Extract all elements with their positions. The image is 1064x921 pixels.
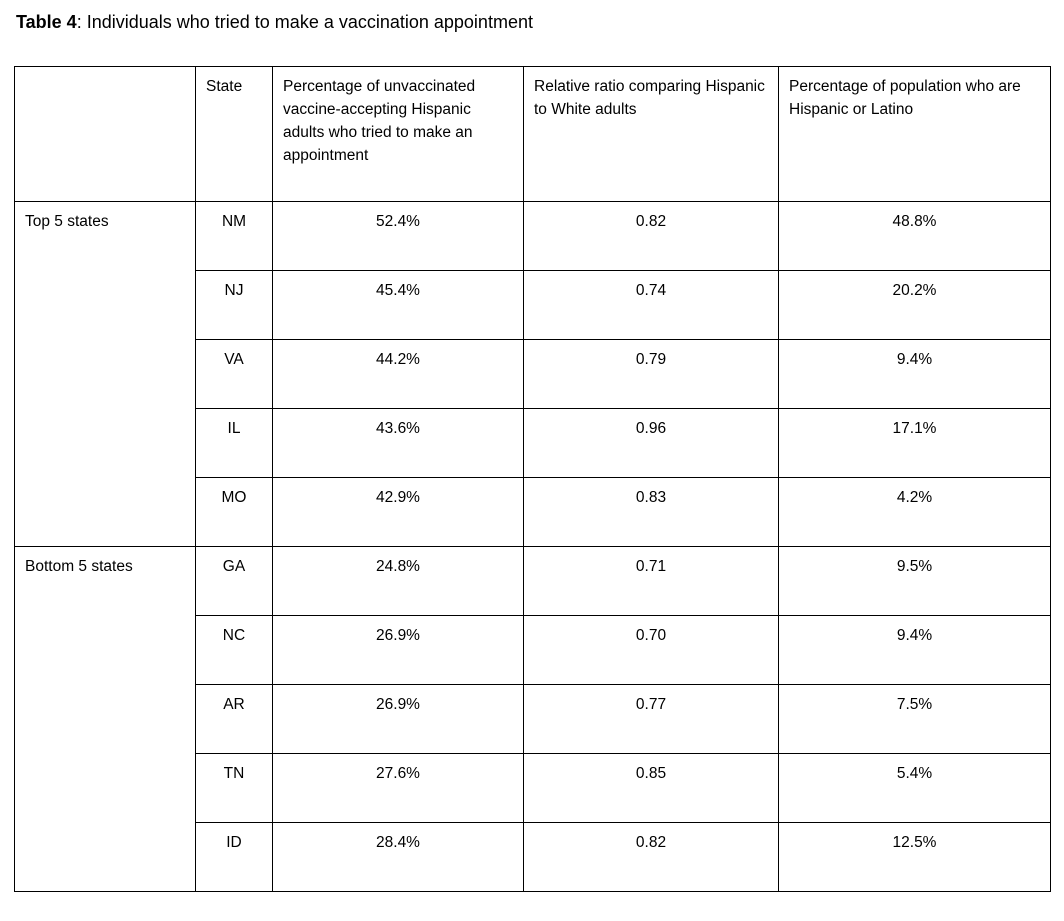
header-pct-hispanic-population: Percentage of population who are Hispani… (778, 66, 1051, 202)
pct-population-cell: 12.5% (778, 822, 1051, 892)
pct-population-cell: 9.4% (778, 339, 1051, 409)
header-relative-ratio: Relative ratio comparing Hispanic to Whi… (523, 66, 779, 202)
table-row: AR 26.9% 0.77 7.5% (15, 684, 1051, 754)
ratio-cell: 0.71 (523, 546, 779, 616)
table-caption: Table 4: Individuals who tried to make a… (16, 10, 533, 34)
state-cell: IL (195, 408, 273, 478)
table-row: TN 27.6% 0.85 5.4% (15, 753, 1051, 823)
ratio-cell: 0.82 (523, 822, 779, 892)
pct-tried-cell: 45.4% (272, 270, 524, 340)
state-cell: GA (195, 546, 273, 616)
header-state: State (195, 66, 273, 202)
table-row: ID 28.4% 0.82 12.5% (15, 822, 1051, 892)
pct-population-cell: 5.4% (778, 753, 1051, 823)
pct-population-cell: 20.2% (778, 270, 1051, 340)
state-cell: NJ (195, 270, 273, 340)
state-cell: ID (195, 822, 273, 892)
ratio-cell: 0.82 (523, 201, 779, 271)
table-row: VA 44.2% 0.79 9.4% (15, 339, 1051, 409)
pct-tried-cell: 26.9% (272, 684, 524, 754)
ratio-cell: 0.83 (523, 477, 779, 547)
pct-population-cell: 7.5% (778, 684, 1051, 754)
table-row: Bottom 5 states GA 24.8% 0.71 9.5% (14, 546, 1051, 892)
ratio-cell: 0.79 (523, 339, 779, 409)
pct-population-cell: 48.8% (778, 201, 1051, 271)
table-caption-label: Table 4 (16, 12, 77, 32)
state-cell: AR (195, 684, 273, 754)
pct-population-cell: 17.1% (778, 408, 1051, 478)
header-row: State Percentage of unvaccinated vaccine… (14, 66, 1051, 202)
header-group-empty (14, 66, 196, 202)
table-caption-text: : Individuals who tried to make a vaccin… (76, 12, 533, 32)
table-row: IL 43.6% 0.96 17.1% (15, 408, 1051, 478)
table-row: NC 26.9% 0.70 9.4% (15, 615, 1051, 685)
ratio-cell: 0.77 (523, 684, 779, 754)
ratio-cell: 0.70 (523, 615, 779, 685)
pct-tried-cell: 42.9% (272, 477, 524, 547)
pct-population-cell: 9.4% (778, 615, 1051, 685)
group-label-top5: Top 5 states (14, 201, 196, 547)
ratio-cell: 0.74 (523, 270, 779, 340)
state-cell: MO (195, 477, 273, 547)
pct-tried-cell: 26.9% (272, 615, 524, 685)
state-cell: VA (195, 339, 273, 409)
pct-population-cell: 4.2% (778, 477, 1051, 547)
pct-tried-cell: 52.4% (272, 201, 524, 271)
pct-tried-cell: 44.2% (272, 339, 524, 409)
table-row: NJ 45.4% 0.74 20.2% (15, 270, 1051, 340)
ratio-cell: 0.85 (523, 753, 779, 823)
table-row: MO 42.9% 0.83 4.2% (15, 477, 1051, 547)
state-cell: NM (195, 201, 273, 271)
pct-tried-cell: 28.4% (272, 822, 524, 892)
table-row: Top 5 states NM 52.4% 0.82 48.8% (14, 201, 1051, 547)
state-cell: TN (195, 753, 273, 823)
state-cell: NC (195, 615, 273, 685)
pct-population-cell: 9.5% (778, 546, 1051, 616)
pct-tried-cell: 24.8% (272, 546, 524, 616)
pct-tried-cell: 27.6% (272, 753, 524, 823)
vaccination-appointment-table: State Percentage of unvaccinated vaccine… (14, 66, 1051, 892)
group-label-bottom5: Bottom 5 states (14, 546, 196, 892)
ratio-cell: 0.96 (523, 408, 779, 478)
header-pct-tried-appointment: Percentage of unvaccinated vaccine-accep… (272, 66, 524, 202)
pct-tried-cell: 43.6% (272, 408, 524, 478)
